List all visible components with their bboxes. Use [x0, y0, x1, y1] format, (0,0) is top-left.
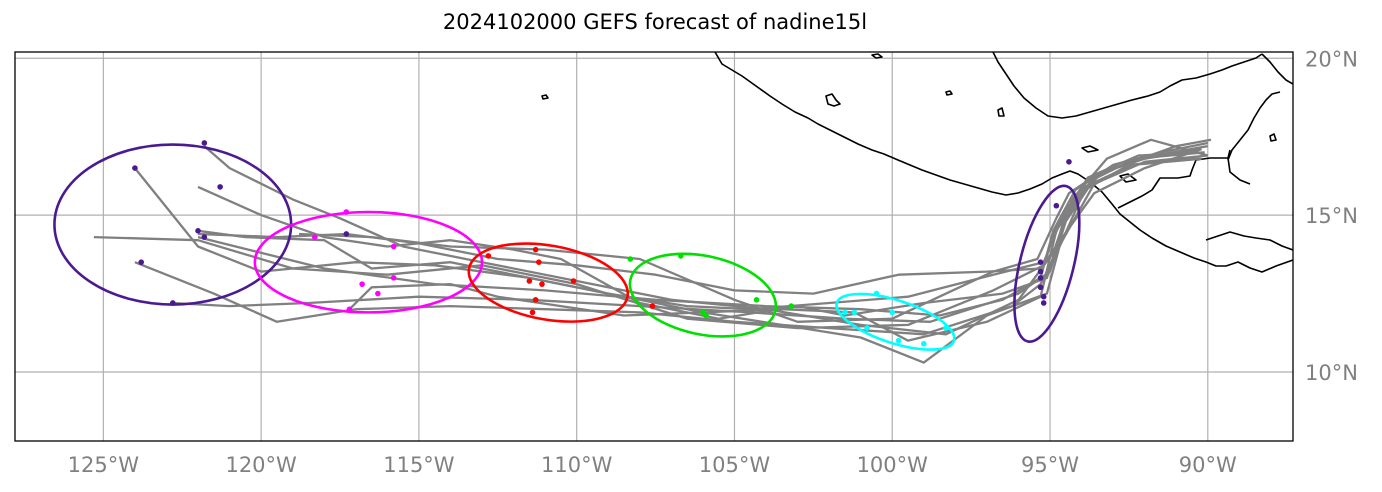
forecast-position-point	[873, 290, 880, 297]
forecast-position-point	[889, 309, 896, 316]
island	[945, 90, 953, 96]
forecast-position-point	[864, 325, 870, 331]
forecast-position-point	[311, 234, 318, 240]
forecast-position-point	[1040, 300, 1047, 306]
uncertainty-ellipse	[628, 252, 778, 338]
island	[1269, 133, 1277, 142]
forecast-position-point	[343, 231, 350, 237]
forecast-cluster	[835, 290, 956, 351]
border-honduras	[1205, 231, 1293, 251]
lat-tick-label: 20°N	[1305, 47, 1358, 71]
forecast-position-point	[1037, 268, 1044, 275]
forecast-position-point	[359, 281, 365, 287]
forecast-position-point	[788, 303, 795, 309]
forecast-clusters	[53, 140, 1081, 351]
island	[825, 93, 841, 107]
forecast-position-point	[1037, 284, 1044, 291]
lon-tick-label: 105°W	[699, 453, 771, 477]
uncertainty-ellipse	[253, 210, 484, 314]
forecast-cluster	[253, 209, 484, 314]
map-frame	[14, 51, 1294, 442]
lat-tick-label: 10°N	[1305, 361, 1358, 385]
lon-tick-label: 115°W	[383, 453, 455, 477]
forecast-position-point	[1053, 202, 1060, 209]
grid-lines	[15, 52, 1293, 441]
lon-tick-label: 90°W	[1179, 453, 1237, 477]
island	[871, 53, 883, 59]
forecast-position-point	[346, 306, 353, 313]
forecast-position-point	[532, 246, 539, 253]
lon-tick-label: 120°W	[225, 453, 297, 477]
forecast-position-point	[1040, 293, 1047, 300]
forecast-position-point	[678, 253, 684, 259]
map-title: 2024102000 GEFS forecast of nadine15l	[442, 10, 868, 34]
forecast-cluster	[467, 242, 656, 323]
forecast-position-point	[842, 309, 848, 316]
lon-tick-label: 95°W	[1021, 453, 1079, 477]
forecast-position-point	[390, 275, 397, 281]
uncertainty-ellipse	[467, 242, 630, 323]
forecast-position-point	[169, 300, 176, 306]
ensemble-track	[298, 138, 1212, 323]
lon-tick-label: 100°W	[857, 453, 929, 477]
coastline	[541, 52, 1293, 273]
yucatan-coastline	[1261, 53, 1293, 85]
island	[1081, 145, 1099, 153]
forecast-position-point	[539, 281, 545, 287]
uncertainty-ellipse	[1013, 184, 1081, 343]
ensemble-track	[348, 157, 1202, 342]
border-belize	[1227, 157, 1251, 185]
forecast-position-point	[1037, 275, 1044, 281]
forecast-cluster	[1013, 158, 1081, 343]
forecast-position-point	[532, 297, 539, 303]
forecast-position-point	[895, 337, 902, 344]
forecast-cluster	[627, 252, 795, 338]
forecast-position-point	[201, 234, 208, 240]
forecast-position-point	[943, 325, 949, 331]
forecast-position-point	[529, 309, 536, 316]
uncertainty-ellipse	[53, 143, 293, 306]
forecast-position-point	[536, 259, 542, 265]
forecast-position-point	[526, 278, 533, 284]
axis-tick-labels: 125°W 120°W 115°W 110°W 105°W 100°W 95°W 90°W 20…	[68, 47, 1358, 477]
island	[997, 107, 1005, 117]
gulf-coastline	[992, 52, 1263, 119]
forecast-position-point	[390, 243, 397, 250]
forecast-position-point	[703, 312, 709, 319]
forecast-position-point	[195, 228, 201, 234]
uncertainty-ellipse	[835, 292, 956, 351]
forecast-position-point	[375, 290, 381, 297]
forecast-position-point	[627, 256, 634, 262]
forecast-position-point	[138, 259, 145, 265]
forecast-position-point	[1066, 158, 1072, 165]
forecast-position-point	[485, 253, 492, 259]
forecast-position-point	[649, 303, 656, 309]
island	[1119, 173, 1137, 183]
lon-tick-label: 125°W	[68, 453, 140, 477]
forecast-position-point	[851, 309, 858, 316]
forecast-position-point	[132, 165, 138, 171]
border-guatemala	[1117, 149, 1231, 209]
forecast-position-point	[921, 340, 927, 347]
forecast-position-point	[343, 209, 350, 215]
island	[541, 94, 549, 100]
forecast-position-point	[217, 184, 223, 190]
lat-tick-label: 15°N	[1305, 204, 1358, 228]
forecast-cluster	[53, 140, 293, 306]
forecast-position-point	[1037, 259, 1044, 265]
lon-tick-label: 110°W	[541, 453, 613, 477]
belize-coastline	[1227, 91, 1281, 161]
forecast-position-point	[753, 297, 760, 303]
ensemble-track	[134, 157, 1199, 364]
mexico-coastline	[714, 52, 1293, 273]
forecast-position-point	[201, 140, 208, 146]
forecast-position-point	[570, 278, 577, 284]
ensemble-track	[197, 151, 1205, 320]
